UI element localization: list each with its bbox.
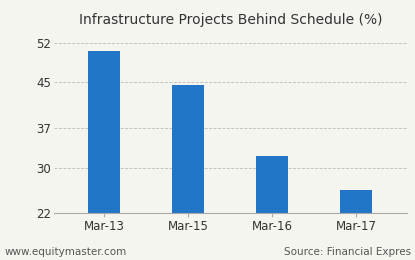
Bar [88, 51, 120, 213]
Bar [256, 156, 288, 213]
Bar [340, 190, 372, 213]
Text: www.equitymaster.com: www.equitymaster.com [4, 248, 127, 257]
Title: Infrastructure Projects Behind Schedule (%): Infrastructure Projects Behind Schedule … [78, 13, 382, 27]
Bar [172, 85, 204, 213]
Text: Source: Financial Expres: Source: Financial Expres [284, 248, 411, 257]
